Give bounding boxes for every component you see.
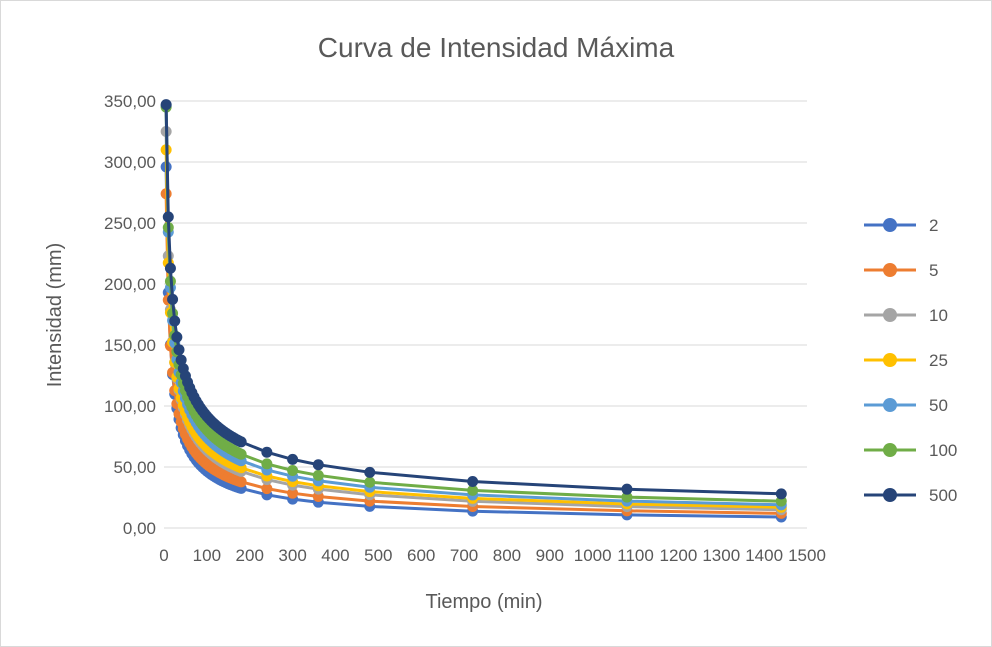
legend-marker <box>883 353 897 367</box>
y-tick-label: 300,00 <box>104 153 156 172</box>
legend-label: 2 <box>929 216 938 235</box>
data-point <box>235 476 247 488</box>
legend-marker <box>883 308 897 322</box>
series-25 <box>160 144 787 513</box>
y-axis-ticks: 0,00 50,00 100,00 150,00 200,00 250,00 300,00 3… <box>104 92 156 538</box>
data-point <box>261 446 273 458</box>
legend-item-100: 100 <box>864 441 957 460</box>
x-tick-label: 100 <box>193 546 221 565</box>
legend-item-10: 10 <box>864 306 948 325</box>
series-2 <box>160 161 787 523</box>
x-tick-label: 500 <box>364 546 392 565</box>
data-point <box>235 448 247 460</box>
y-tick-label: 350,00 <box>104 92 156 111</box>
data-point <box>467 484 479 496</box>
series-10 <box>160 126 787 516</box>
y-tick-label: 250,00 <box>104 214 156 233</box>
legend-label: 500 <box>929 486 957 505</box>
legend-marker <box>883 218 897 232</box>
data-point <box>467 476 479 488</box>
y-axis-title: Intensidad (mm) <box>44 243 66 388</box>
data-point <box>261 483 273 495</box>
legend-item-5: 5 <box>864 261 938 280</box>
legend-marker <box>883 263 897 277</box>
series-line-10 <box>164 131 782 512</box>
x-tick-label: 700 <box>450 546 478 565</box>
x-axis-title: Tiempo (min) <box>425 591 542 613</box>
data-point <box>175 354 187 366</box>
data-point <box>173 344 185 356</box>
y-tick-label: 50,00 <box>113 458 156 477</box>
legend-item-500: 500 <box>864 486 957 505</box>
x-tick-label: 400 <box>321 546 349 565</box>
y-tick-label: 100,00 <box>104 397 156 416</box>
legend-label: 5 <box>929 261 938 280</box>
y-tick-label: 0,00 <box>123 519 156 538</box>
legend-item-25: 25 <box>864 351 948 370</box>
x-tick-label: 800 <box>493 546 521 565</box>
series-500 <box>160 99 787 500</box>
data-point <box>312 459 324 471</box>
data-point <box>167 293 179 305</box>
series-line-100 <box>164 107 782 503</box>
data-point <box>287 487 299 499</box>
legend-label: 50 <box>929 396 948 415</box>
data-point <box>287 464 299 476</box>
data-point <box>621 483 633 495</box>
data-point <box>261 458 273 470</box>
data-point <box>364 466 376 478</box>
legend-marker <box>883 488 897 502</box>
data-point <box>364 476 376 488</box>
data-point <box>312 469 324 481</box>
gridlines <box>164 100 807 529</box>
x-tick-label: 1500 <box>788 546 826 565</box>
x-tick-label: 0 <box>159 546 168 565</box>
chart-title: Curva de Intensidad Máxima <box>318 32 675 63</box>
series-line-2 <box>164 166 782 519</box>
x-tick-label: 200 <box>236 546 264 565</box>
data-point <box>162 211 174 223</box>
y-tick-label: 200,00 <box>104 275 156 294</box>
data-point <box>621 491 633 503</box>
x-tick-label: 1000 <box>574 546 612 565</box>
data-point <box>775 488 787 500</box>
legend-item-50: 50 <box>864 396 948 415</box>
series-5 <box>160 188 787 519</box>
x-tick-label: 1400 <box>745 546 783 565</box>
data-point <box>169 315 181 327</box>
series-group <box>160 99 787 523</box>
x-axis-ticks: 0 100 200 300 400 500 600 700 800 900 1000 1100 1200… <box>159 546 826 565</box>
x-tick-label: 600 <box>407 546 435 565</box>
x-tick-label: 300 <box>278 546 306 565</box>
x-tick-label: 1100 <box>617 546 654 565</box>
legend-item-2: 2 <box>864 216 938 235</box>
legend-label: 10 <box>929 306 948 325</box>
series-line-25 <box>164 149 782 509</box>
data-point <box>160 99 172 111</box>
series-line-50 <box>164 105 782 507</box>
legend-marker <box>883 398 897 412</box>
data-point <box>171 331 183 343</box>
x-tick-label: 1200 <box>659 546 697 565</box>
x-tick-label: 1300 <box>702 546 740 565</box>
legend-label: 100 <box>929 441 957 460</box>
y-tick-label: 150,00 <box>104 336 156 355</box>
data-point <box>164 262 176 274</box>
x-tick-label: 900 <box>536 546 564 565</box>
series-line-500 <box>164 104 782 496</box>
legend-marker <box>883 443 897 457</box>
data-point <box>235 436 247 448</box>
data-point <box>287 453 299 465</box>
legend-label: 25 <box>929 351 948 370</box>
